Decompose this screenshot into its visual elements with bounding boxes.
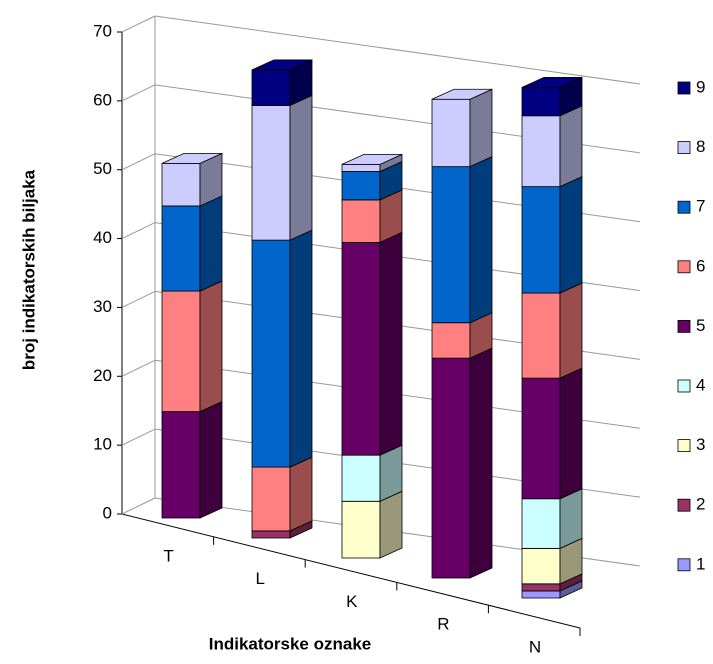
bar-segment bbox=[251, 69, 291, 106]
legend-label: 5 bbox=[696, 316, 705, 335]
bar-segment bbox=[161, 290, 201, 413]
x-tick-label: L bbox=[255, 569, 264, 588]
y-tick-label: 60 bbox=[93, 90, 112, 109]
x-tick-label: T bbox=[163, 546, 173, 565]
grid-connector bbox=[121, 497, 156, 515]
legend-swatch bbox=[677, 558, 691, 572]
bar-segment bbox=[521, 547, 561, 585]
y-tick-label: 20 bbox=[93, 366, 112, 385]
bar-top bbox=[251, 59, 313, 71]
grid-connector bbox=[121, 222, 156, 240]
bar-top bbox=[521, 76, 583, 88]
legend-swatch bbox=[677, 439, 691, 453]
bar-side bbox=[199, 280, 223, 413]
grid-connector bbox=[121, 428, 156, 446]
bar-segment bbox=[521, 377, 561, 500]
x-tick-label: R bbox=[437, 615, 449, 634]
legend-swatch bbox=[677, 379, 691, 393]
legend-label: 8 bbox=[696, 137, 705, 156]
legend-swatch bbox=[677, 200, 691, 214]
bar-segment bbox=[251, 466, 291, 532]
grid-connector bbox=[121, 15, 156, 33]
bar-segment bbox=[521, 590, 561, 599]
bar-segment bbox=[431, 322, 471, 359]
bar-segment bbox=[251, 239, 291, 468]
legend-swatch bbox=[677, 260, 691, 274]
legend-swatch bbox=[677, 498, 691, 512]
bar-segment bbox=[161, 411, 201, 519]
bar-side bbox=[289, 229, 313, 468]
y-tick-label: 30 bbox=[93, 297, 112, 316]
bar-side bbox=[469, 88, 493, 168]
legend-label: 4 bbox=[696, 375, 705, 394]
floor-edge bbox=[121, 513, 581, 629]
legend-swatch bbox=[677, 81, 691, 95]
grid-connector bbox=[121, 84, 156, 102]
bar-segment bbox=[341, 163, 381, 172]
bar-segment bbox=[341, 500, 381, 559]
y-tick-label: 50 bbox=[93, 159, 112, 178]
bar-segment bbox=[341, 199, 381, 243]
legend-label: 2 bbox=[696, 495, 705, 514]
legend-label: 1 bbox=[696, 554, 705, 573]
bar-segment bbox=[341, 171, 381, 201]
bar-side bbox=[199, 195, 223, 292]
bar-side bbox=[559, 367, 583, 500]
bar-side bbox=[559, 105, 583, 188]
bar-side bbox=[469, 156, 493, 324]
bar-side bbox=[559, 488, 583, 549]
bar-side bbox=[559, 282, 583, 379]
grid-connector bbox=[121, 290, 156, 308]
bar-segment bbox=[521, 115, 561, 188]
legend-label: 9 bbox=[696, 77, 705, 96]
bar-segment bbox=[521, 498, 561, 549]
bar-top bbox=[161, 152, 223, 164]
y-tick-label: 40 bbox=[93, 228, 112, 247]
bar-side bbox=[559, 176, 583, 294]
legend-swatch bbox=[677, 319, 691, 333]
bar-side bbox=[379, 490, 403, 559]
bar-segment bbox=[521, 186, 561, 294]
legend-swatch bbox=[677, 141, 691, 155]
bar-side bbox=[289, 456, 313, 532]
grid-connector bbox=[121, 359, 156, 377]
bar-segment bbox=[431, 357, 471, 579]
legend-label: 3 bbox=[696, 435, 705, 454]
bar-side bbox=[379, 231, 403, 456]
bar-top bbox=[341, 153, 403, 165]
grid-line bbox=[154, 15, 641, 85]
bar-segment bbox=[161, 205, 201, 292]
y-tick-label: 10 bbox=[93, 435, 112, 454]
bar-segment bbox=[431, 98, 471, 168]
legend-label: 7 bbox=[696, 197, 705, 216]
x-tick-label: K bbox=[346, 592, 358, 611]
bar-side bbox=[199, 400, 223, 519]
bar-segment bbox=[161, 162, 201, 207]
bar-segment bbox=[521, 86, 561, 117]
bar-side bbox=[289, 94, 313, 241]
y-tick-label: 70 bbox=[93, 21, 112, 40]
bar-side bbox=[469, 347, 493, 579]
bar-top bbox=[431, 88, 493, 100]
bar-segment bbox=[521, 292, 561, 379]
bar-segment bbox=[521, 583, 561, 592]
y-tick-label: 0 bbox=[103, 503, 112, 522]
y-axis-title: broj indikatorskih biljaka bbox=[19, 169, 38, 370]
bar-segment bbox=[251, 530, 291, 539]
grid-connector bbox=[121, 153, 156, 171]
x-axis-title: Indikatorske oznake bbox=[209, 634, 372, 653]
bar-segment bbox=[341, 454, 381, 502]
bar-segment bbox=[431, 166, 471, 324]
bar-segment bbox=[251, 104, 291, 241]
legend-label: 6 bbox=[696, 256, 705, 275]
x-tick-label: N bbox=[529, 637, 541, 656]
bar-segment bbox=[341, 241, 381, 456]
